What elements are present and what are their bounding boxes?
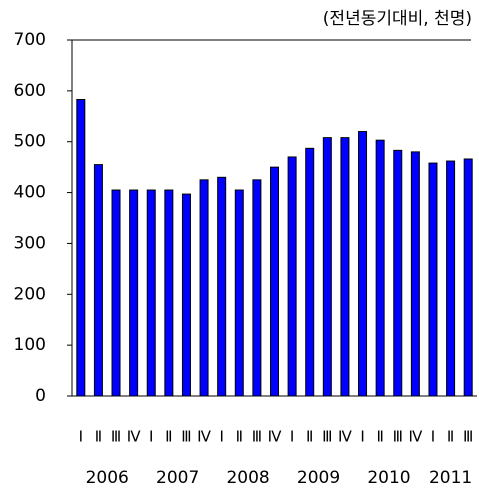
bar bbox=[76, 99, 86, 397]
y-tick-label: 400 bbox=[14, 183, 46, 203]
bar bbox=[393, 149, 403, 397]
bar bbox=[234, 189, 244, 397]
x-tick-label: Ⅱ bbox=[306, 428, 313, 446]
x-tick-label: Ⅳ bbox=[127, 428, 141, 446]
x-tick-label: Ⅲ bbox=[111, 428, 121, 446]
bar bbox=[129, 189, 139, 397]
x-tick-label: Ⅰ bbox=[219, 428, 223, 446]
bar bbox=[181, 193, 191, 397]
x-tick-label: Ⅰ bbox=[360, 428, 364, 446]
y-tick-label: 600 bbox=[14, 81, 46, 101]
x-tick-label: Ⅰ bbox=[431, 428, 435, 446]
x-tick-label: Ⅳ bbox=[408, 428, 422, 446]
x-tick-label: Ⅳ bbox=[197, 428, 211, 446]
bar bbox=[463, 158, 473, 397]
year-label: 2010 bbox=[367, 468, 410, 488]
x-tick-label: Ⅱ bbox=[447, 428, 454, 446]
bar bbox=[252, 179, 262, 397]
year-label: 2011 bbox=[429, 468, 472, 488]
year-label: 2007 bbox=[156, 468, 199, 488]
x-tick-label: Ⅲ bbox=[463, 428, 473, 446]
bar bbox=[340, 137, 350, 397]
bar bbox=[93, 164, 103, 397]
bar bbox=[287, 156, 297, 397]
x-tick-label: Ⅱ bbox=[165, 428, 172, 446]
x-tick-label: Ⅲ bbox=[181, 428, 191, 446]
bar bbox=[199, 179, 209, 397]
bar bbox=[270, 166, 279, 397]
year-label: 2006 bbox=[86, 468, 129, 488]
y-tick-label: 100 bbox=[14, 335, 46, 355]
y-tick-label: 700 bbox=[14, 30, 46, 50]
y-tick-label: 200 bbox=[14, 284, 46, 304]
x-tick-label: Ⅲ bbox=[322, 428, 332, 446]
bar bbox=[410, 151, 420, 397]
x-tick-label: Ⅱ bbox=[95, 428, 102, 446]
x-tick-label: Ⅳ bbox=[338, 428, 352, 446]
bar bbox=[217, 176, 227, 397]
y-tick-label: 0 bbox=[35, 386, 46, 406]
x-tick-label: Ⅲ bbox=[252, 428, 262, 446]
x-tick-label: Ⅳ bbox=[268, 428, 282, 446]
annotation: (전년동기대비, 천명) bbox=[323, 9, 472, 29]
bar bbox=[428, 162, 438, 397]
year-label: 2008 bbox=[226, 468, 269, 488]
bar bbox=[111, 189, 121, 397]
x-tick-label: Ⅰ bbox=[290, 428, 294, 446]
bar bbox=[146, 189, 156, 397]
x-tick-label: Ⅱ bbox=[236, 428, 243, 446]
year-label: 2009 bbox=[297, 468, 340, 488]
bar bbox=[164, 189, 174, 397]
bar bbox=[322, 137, 332, 397]
y-tick-label: 300 bbox=[14, 233, 46, 253]
bar bbox=[358, 131, 368, 397]
bar bbox=[305, 147, 315, 397]
x-tick-label: Ⅰ bbox=[149, 428, 153, 446]
x-tick-label: Ⅱ bbox=[376, 428, 383, 446]
bar bbox=[446, 160, 456, 397]
y-tick-label: 500 bbox=[14, 132, 46, 152]
x-tick-label: Ⅲ bbox=[393, 428, 403, 446]
x-tick-label: Ⅰ bbox=[79, 428, 83, 446]
bar bbox=[375, 139, 385, 397]
